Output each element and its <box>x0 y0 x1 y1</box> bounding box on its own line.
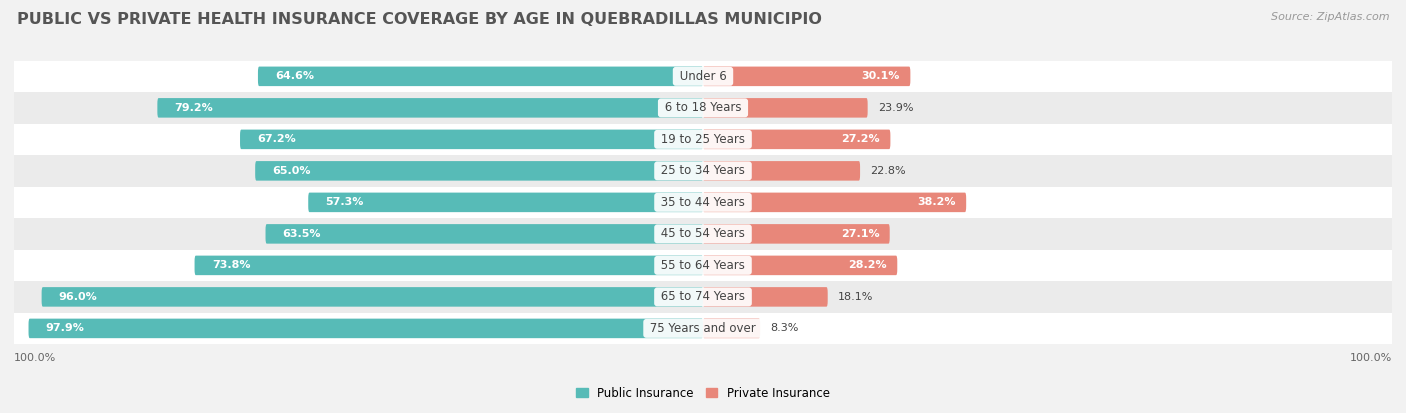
Text: 96.0%: 96.0% <box>59 292 97 302</box>
Text: 100.0%: 100.0% <box>14 353 56 363</box>
Text: 57.3%: 57.3% <box>325 197 364 207</box>
Text: Under 6: Under 6 <box>676 70 730 83</box>
Legend: Public Insurance, Private Insurance: Public Insurance, Private Insurance <box>571 382 835 404</box>
Text: 27.2%: 27.2% <box>841 134 880 145</box>
FancyBboxPatch shape <box>254 161 703 180</box>
FancyBboxPatch shape <box>703 98 868 118</box>
Text: 22.8%: 22.8% <box>870 166 905 176</box>
Text: 30.1%: 30.1% <box>862 71 900 81</box>
Text: 18.1%: 18.1% <box>838 292 873 302</box>
FancyBboxPatch shape <box>14 281 1392 313</box>
Text: 28.2%: 28.2% <box>848 260 887 271</box>
FancyBboxPatch shape <box>42 287 703 307</box>
Text: 64.6%: 64.6% <box>276 71 314 81</box>
FancyBboxPatch shape <box>266 224 703 244</box>
FancyBboxPatch shape <box>14 92 1392 123</box>
Text: 6 to 18 Years: 6 to 18 Years <box>661 101 745 114</box>
Text: 55 to 64 Years: 55 to 64 Years <box>657 259 749 272</box>
FancyBboxPatch shape <box>14 155 1392 187</box>
Text: 65.0%: 65.0% <box>273 166 311 176</box>
Text: 73.8%: 73.8% <box>212 260 250 271</box>
FancyBboxPatch shape <box>703 130 890 149</box>
Text: Source: ZipAtlas.com: Source: ZipAtlas.com <box>1271 12 1389 22</box>
FancyBboxPatch shape <box>157 98 703 118</box>
FancyBboxPatch shape <box>14 187 1392 218</box>
FancyBboxPatch shape <box>703 161 860 180</box>
FancyBboxPatch shape <box>703 256 897 275</box>
FancyBboxPatch shape <box>703 192 966 212</box>
FancyBboxPatch shape <box>308 192 703 212</box>
Text: 38.2%: 38.2% <box>917 197 956 207</box>
Text: 79.2%: 79.2% <box>174 103 214 113</box>
FancyBboxPatch shape <box>703 319 761 338</box>
Text: 25 to 34 Years: 25 to 34 Years <box>657 164 749 177</box>
Text: PUBLIC VS PRIVATE HEALTH INSURANCE COVERAGE BY AGE IN QUEBRADILLAS MUNICIPIO: PUBLIC VS PRIVATE HEALTH INSURANCE COVER… <box>17 12 821 27</box>
Text: 45 to 54 Years: 45 to 54 Years <box>657 228 749 240</box>
Text: 8.3%: 8.3% <box>770 323 799 333</box>
FancyBboxPatch shape <box>703 66 910 86</box>
FancyBboxPatch shape <box>240 130 703 149</box>
FancyBboxPatch shape <box>14 123 1392 155</box>
FancyBboxPatch shape <box>14 313 1392 344</box>
FancyBboxPatch shape <box>14 218 1392 249</box>
Text: 23.9%: 23.9% <box>877 103 914 113</box>
FancyBboxPatch shape <box>28 319 703 338</box>
Text: 19 to 25 Years: 19 to 25 Years <box>657 133 749 146</box>
FancyBboxPatch shape <box>257 66 703 86</box>
Text: 63.5%: 63.5% <box>283 229 321 239</box>
FancyBboxPatch shape <box>194 256 703 275</box>
Text: 27.1%: 27.1% <box>841 229 879 239</box>
FancyBboxPatch shape <box>703 224 890 244</box>
FancyBboxPatch shape <box>14 249 1392 281</box>
Text: 97.9%: 97.9% <box>46 323 84 333</box>
Text: 35 to 44 Years: 35 to 44 Years <box>657 196 749 209</box>
FancyBboxPatch shape <box>14 61 1392 92</box>
Text: 75 Years and over: 75 Years and over <box>647 322 759 335</box>
Text: 100.0%: 100.0% <box>1350 353 1392 363</box>
FancyBboxPatch shape <box>703 287 828 307</box>
Text: 67.2%: 67.2% <box>257 134 297 145</box>
Text: 65 to 74 Years: 65 to 74 Years <box>657 290 749 304</box>
